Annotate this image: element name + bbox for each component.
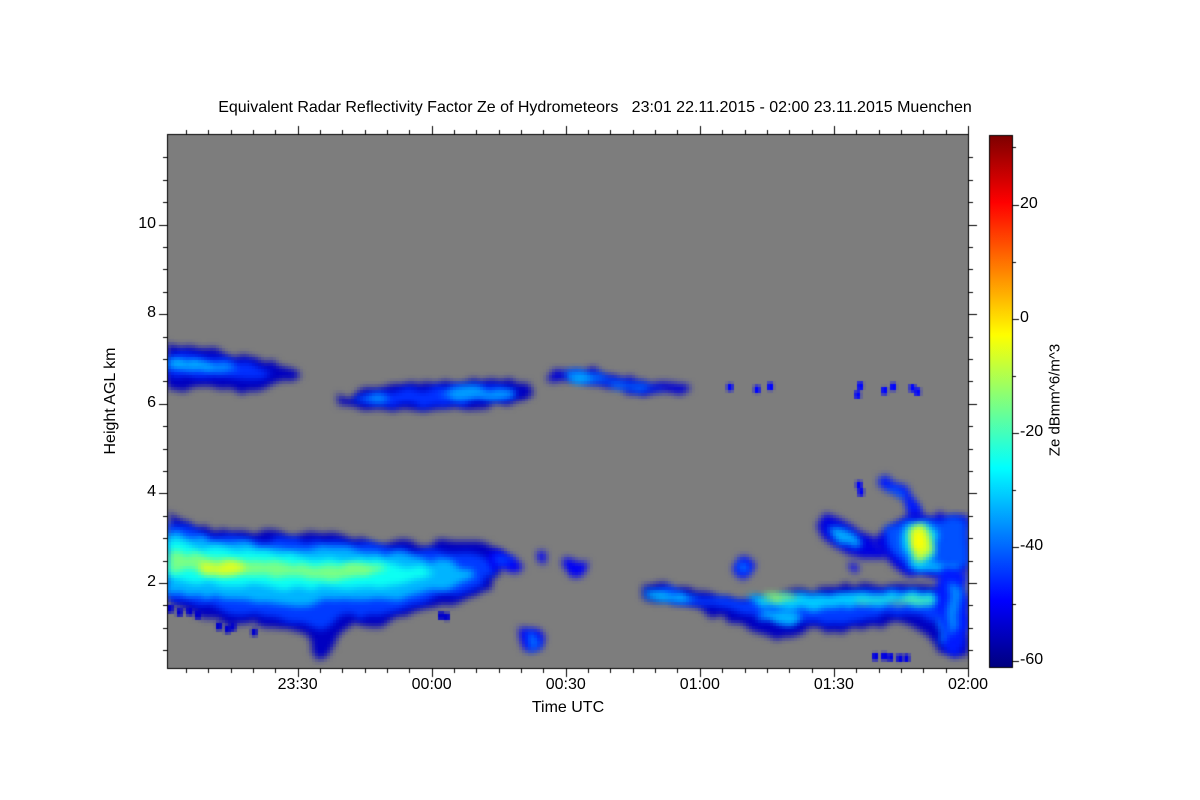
x-tick-label: 02:00 <box>947 676 989 693</box>
y-tick-label: 8 <box>147 304 156 322</box>
y-tick-label: 4 <box>147 483 156 501</box>
x-tick-label: 01:30 <box>813 676 854 693</box>
y-tick-label: 2 <box>147 572 156 590</box>
y-tick-label: 6 <box>147 393 156 411</box>
colorbar-tick-label: -60 <box>1020 651 1044 669</box>
x-tick-label: 00:30 <box>545 676 586 693</box>
x-tick-label: 01:00 <box>679 676 720 693</box>
x-tick-label: 00:00 <box>411 676 452 693</box>
x-tick-label: 23:30 <box>277 676 318 693</box>
colorbar-tick-label: -20 <box>1020 422 1044 440</box>
colorbar-tick-label: -40 <box>1020 537 1044 555</box>
colorbar-tick-label: 0 <box>1020 308 1029 326</box>
chart-title: Equivalent Radar Reflectivity Factor Ze … <box>218 99 972 116</box>
y-tick-label: 10 <box>138 214 156 232</box>
colorbar-tick-label: 20 <box>1020 194 1038 212</box>
x-axis-label: Time UTC <box>531 699 605 716</box>
